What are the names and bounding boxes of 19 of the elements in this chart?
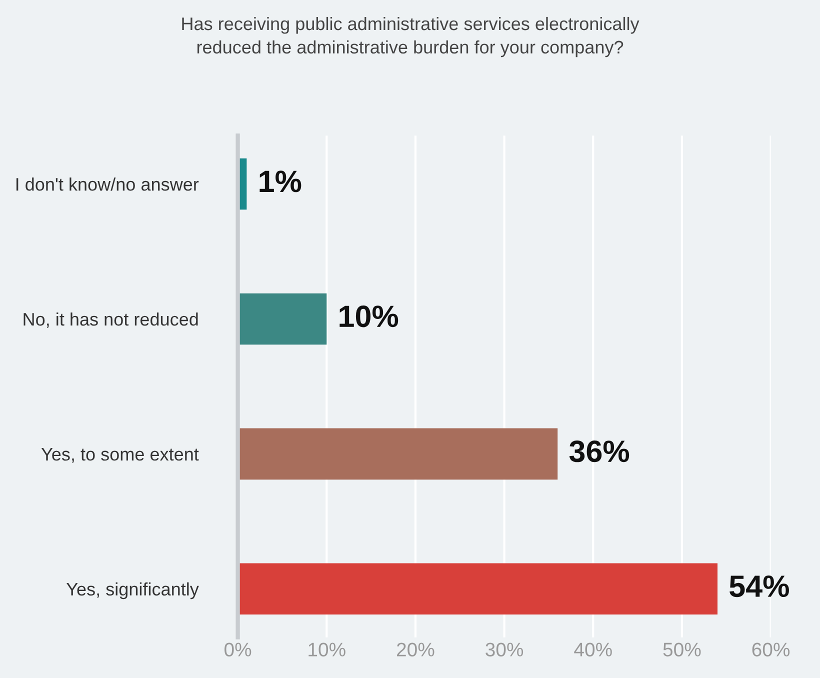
- data-label: 10%: [340, 306, 398, 328]
- x-tick-label: 50%: [663, 642, 701, 656]
- bar: [238, 428, 558, 480]
- bar: [238, 293, 327, 345]
- x-tick-label: 0%: [224, 642, 252, 656]
- chart-title: Has receiving public administrative services electronically reduced the administrative burden for your company?: [182, 16, 640, 58]
- x-tick-label: 40%: [574, 642, 612, 656]
- data-label: 1%: [260, 170, 302, 192]
- data-label: 36%: [569, 440, 630, 462]
- x-tick-label: 30%: [486, 642, 524, 656]
- x-tick-label: 60%: [752, 642, 790, 656]
- bar: [238, 563, 718, 615]
- y-tick-label: Yes, significantly: [66, 582, 199, 600]
- y-tick-label: No, it has not reduced: [24, 312, 198, 328]
- x-tick-label: 10%: [308, 642, 346, 656]
- y-tick-label: I don't know/no answer: [16, 178, 199, 191]
- x-tick-label: 20%: [396, 642, 434, 656]
- y-tick-label: Yes, to some extent: [41, 448, 199, 463]
- data-label: 54%: [730, 576, 789, 598]
